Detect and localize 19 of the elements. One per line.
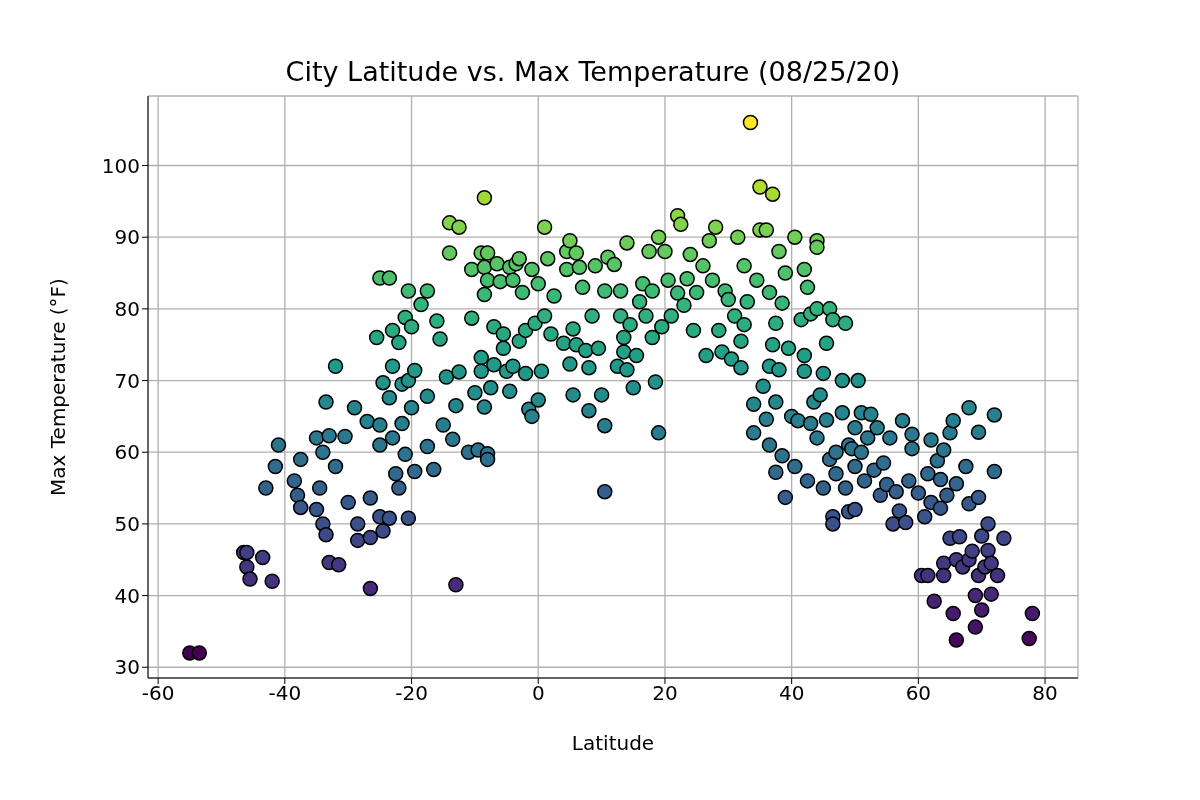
chart-title: City Latitude vs. Max Temperature (08/25/20) xyxy=(284,56,902,87)
y-tick-label: 50 xyxy=(114,512,140,536)
y-axis-title: Max Temperature (°F) xyxy=(46,278,71,496)
x-axis-title: Latitude xyxy=(571,731,655,755)
x-tick-label: -40 xyxy=(268,681,302,706)
y-tick-label: 80 xyxy=(114,296,140,321)
y-tick-label: 90 xyxy=(114,225,140,250)
x-tick-label: 60 xyxy=(905,681,932,706)
x-tick-label: 0 xyxy=(531,681,545,706)
y-tick-label: 100 xyxy=(101,153,140,178)
x-tick-label: 40 xyxy=(778,681,805,706)
y-tick-label: 60 xyxy=(114,440,140,465)
y-tick-label: 40 xyxy=(114,583,140,608)
y-tick-label: 70 xyxy=(114,368,140,393)
x-tick-label: 20 xyxy=(652,681,678,706)
x-tick-label: -60 xyxy=(141,681,175,706)
y-tick-label: 30 xyxy=(114,655,140,680)
x-tick-label: 80 xyxy=(1032,681,1058,706)
x-tick-label: -20 xyxy=(395,681,428,706)
